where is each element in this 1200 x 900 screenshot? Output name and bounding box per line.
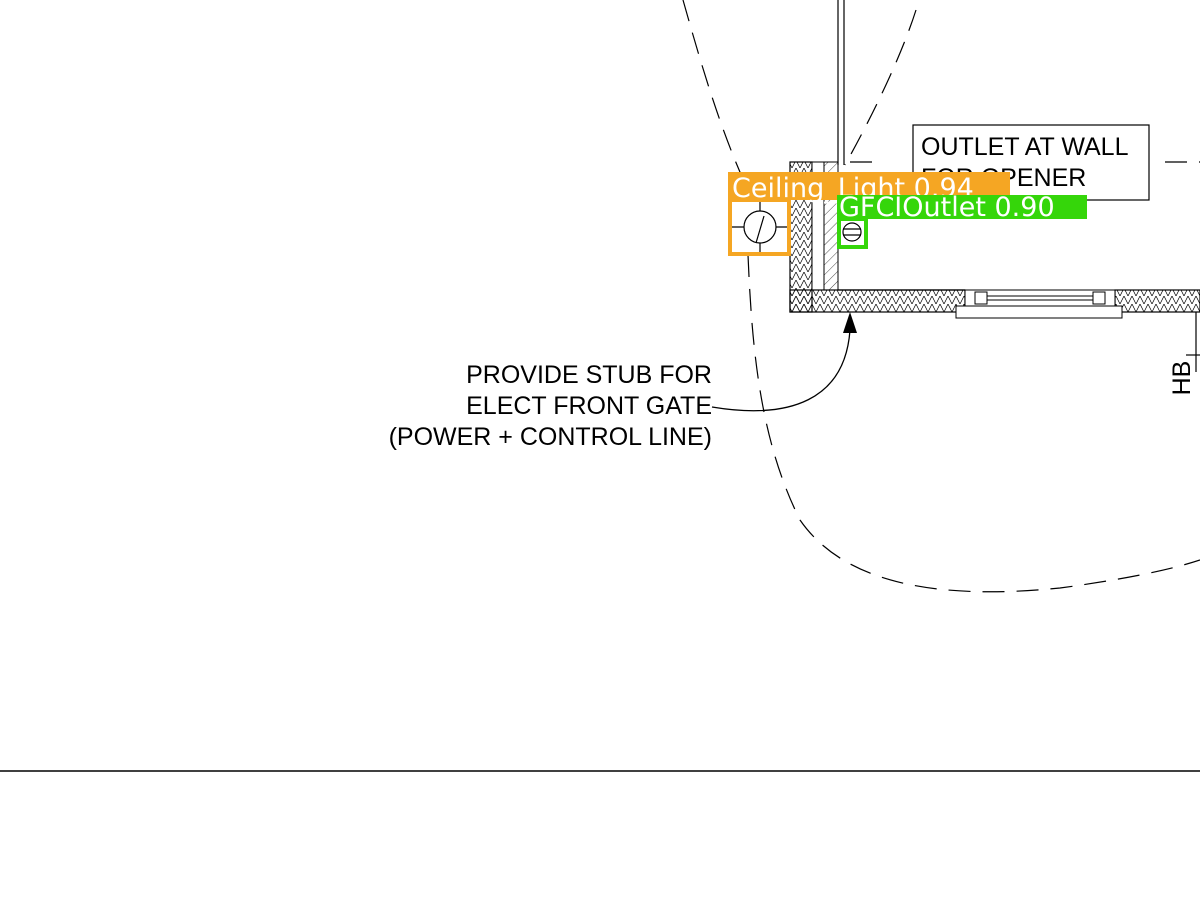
stub-note-line-1: PROVIDE STUB FOR bbox=[466, 361, 712, 389]
stub-note-line-3: (POWER + CONTROL LINE) bbox=[389, 423, 712, 451]
outlet-note-line-1: OUTLET AT WALL bbox=[921, 133, 1129, 161]
gfci-outlet-detection: GFCIOutlet 0.90 bbox=[837, 192, 1087, 249]
ceiling-light-symbol bbox=[730, 200, 790, 254]
stub-note-line-2: ELECT FRONT GATE bbox=[466, 392, 712, 420]
gate-swing-arc bbox=[682, 0, 1200, 593]
leader-arrow bbox=[711, 312, 857, 412]
door-swing-arc bbox=[844, 9, 1200, 166]
window-unit bbox=[955, 289, 1123, 319]
gfci-outlet-detection-label: GFCIOutlet 0.90 bbox=[839, 192, 1055, 223]
gfci-outlet-symbol bbox=[842, 222, 862, 242]
hose-bib-symbol bbox=[1186, 312, 1200, 372]
door-panel bbox=[837, 0, 845, 165]
stub-note: PROVIDE STUB FOR ELECT FRONT GATE (POWER… bbox=[389, 361, 712, 451]
hose-bib-label: HB bbox=[1168, 361, 1196, 396]
